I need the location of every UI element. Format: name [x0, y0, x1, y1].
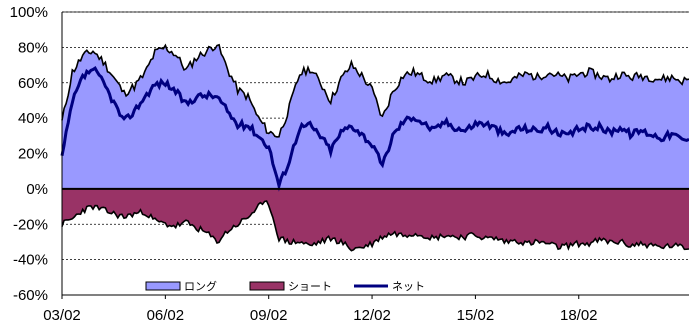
- area-outline-1: [61, 200, 689, 252]
- x-tick-label-1: 06/02: [147, 307, 185, 324]
- x-tick-label-0: 03/02: [43, 307, 81, 324]
- axes: [61, 11, 689, 299]
- legend-label-net: ネット: [392, 280, 425, 293]
- x-tick-label-3: 12/02: [353, 307, 391, 324]
- x-tick-label-2: 09/02: [250, 307, 288, 324]
- y-tick-label-8: -60%: [13, 287, 48, 304]
- y-tick-label-4: 20%: [18, 146, 48, 163]
- net-line: [60, 65, 689, 192]
- y-tick-label-2: 60%: [18, 75, 48, 92]
- legend-label-short: ショート: [288, 280, 332, 293]
- area-fill-1: [62, 188, 689, 251]
- y-tick-label-0: 100%: [10, 4, 48, 21]
- y-tick-label-7: -40%: [13, 252, 48, 269]
- y-tick-label-5: 0%: [26, 181, 48, 198]
- x-tick-label-5: 18/02: [560, 307, 598, 324]
- y-tick-labels: 100% 80% 60% 40% 20% 0% -20% -40% -60%: [10, 4, 48, 304]
- area-outline-0: [61, 43, 689, 138]
- y-tick-label-3: 40%: [18, 110, 48, 127]
- line-layer: [60, 43, 689, 252]
- y-tick-label-6: -20%: [13, 216, 48, 233]
- legend-swatch-short: [249, 281, 285, 291]
- legend: ロング ショート ネット: [145, 279, 425, 293]
- legend-swatch-long: [145, 281, 181, 291]
- area-fill-0: [62, 44, 689, 189]
- x-tick-labels: 03/02 06/02 09/02 12/02 15/02 18/02: [43, 307, 597, 324]
- area-layer: [62, 44, 689, 251]
- y-tick-label-1: 80%: [18, 39, 48, 56]
- x-tick-label-4: 15/02: [457, 307, 495, 324]
- legend-label-long: ロング: [184, 279, 217, 293]
